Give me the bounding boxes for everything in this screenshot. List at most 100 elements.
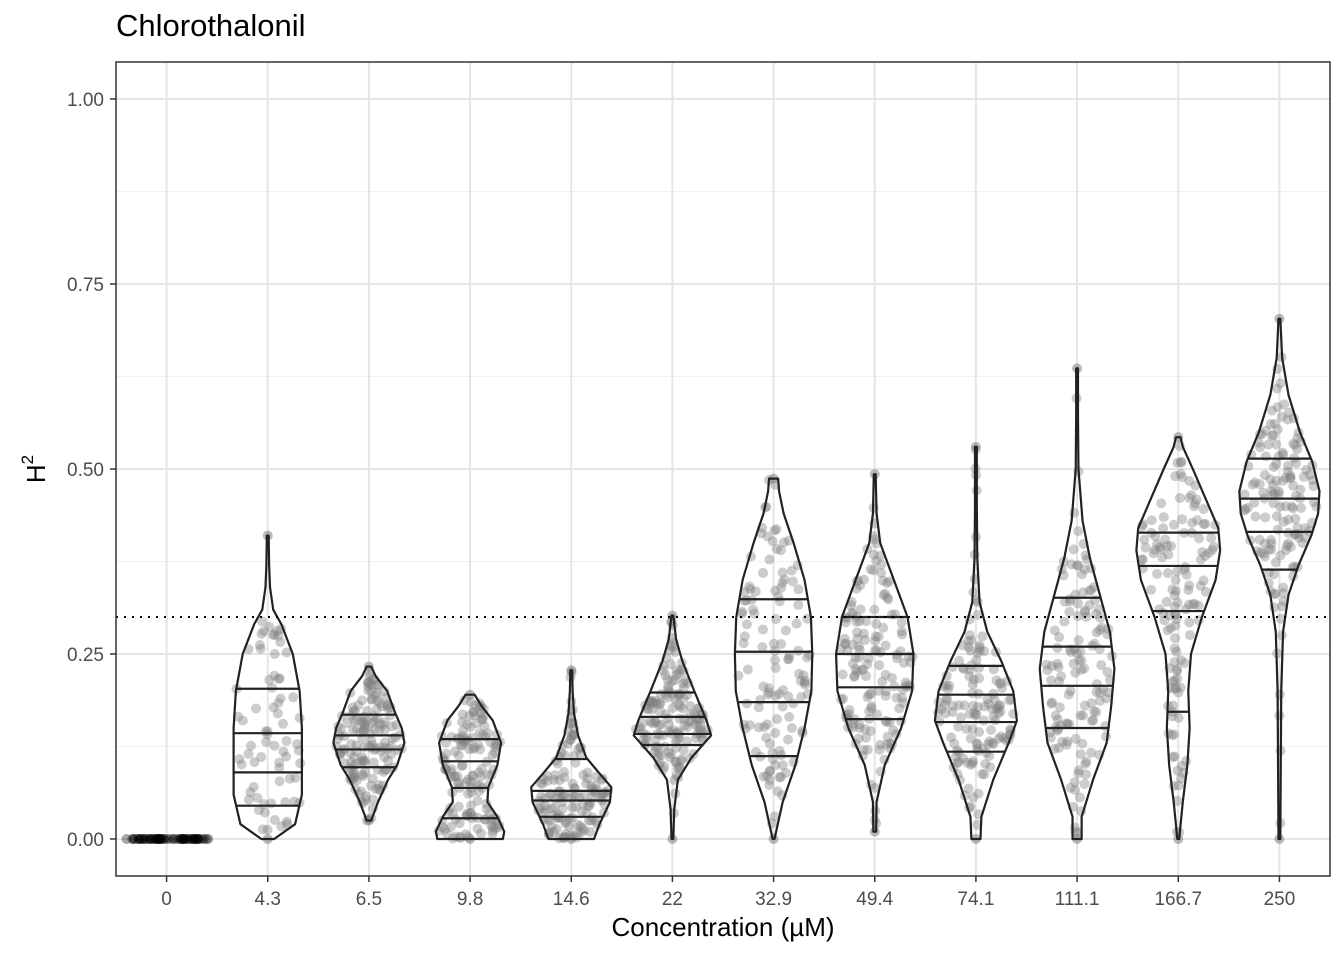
data-point	[465, 776, 476, 787]
data-point	[1255, 547, 1266, 558]
data-point	[737, 606, 748, 617]
data-point	[178, 834, 189, 844]
data-point	[449, 771, 460, 782]
data-point	[1297, 538, 1308, 549]
data-point	[972, 739, 983, 750]
data-point	[347, 724, 358, 735]
data-point	[896, 629, 907, 640]
data-point	[358, 771, 369, 782]
data-point	[490, 739, 501, 750]
data-point	[946, 732, 957, 743]
data-point	[1146, 515, 1157, 526]
data-point	[1270, 588, 1281, 599]
data-point	[1292, 444, 1303, 455]
data-point	[581, 778, 592, 789]
data-point	[852, 666, 863, 677]
data-point	[774, 688, 785, 699]
data-point	[1250, 477, 1261, 488]
data-point	[596, 789, 607, 800]
data-point	[274, 757, 285, 768]
data-point	[1102, 666, 1113, 677]
data-point	[1062, 736, 1073, 747]
data-point	[850, 652, 861, 663]
data-point	[656, 750, 667, 761]
data-point	[1194, 533, 1205, 544]
data-point	[1075, 710, 1086, 721]
data-point	[982, 739, 993, 750]
data-point	[665, 659, 676, 670]
y-axis-label-sup: 2	[18, 454, 38, 465]
data-point	[1073, 768, 1084, 779]
data-point	[462, 774, 473, 785]
data-point	[256, 752, 267, 763]
data-point	[858, 628, 869, 639]
data-point	[1300, 523, 1311, 534]
data-point	[1275, 501, 1286, 512]
data-point	[865, 564, 876, 575]
data-point	[1175, 682, 1186, 693]
data-point	[898, 698, 909, 709]
data-point	[1260, 451, 1271, 462]
data-point	[762, 531, 773, 542]
data-point	[475, 708, 486, 719]
data-point	[979, 701, 990, 712]
data-point	[896, 626, 907, 637]
data-point	[780, 625, 791, 636]
data-point	[1049, 625, 1060, 636]
data-point	[178, 834, 189, 844]
data-point	[1172, 666, 1183, 677]
data-point	[666, 748, 677, 759]
data-point	[667, 702, 678, 713]
data-point	[1065, 647, 1076, 658]
data-point	[1281, 540, 1292, 551]
data-point	[379, 717, 390, 728]
data-point	[557, 803, 568, 814]
data-point	[356, 716, 367, 727]
data-point	[190, 834, 201, 844]
data-point	[567, 802, 578, 813]
data-point	[564, 821, 575, 832]
violin-outline	[232, 534, 303, 841]
violin-outline	[933, 445, 1018, 841]
data-point	[753, 722, 764, 733]
data-point	[153, 834, 164, 844]
data-point	[967, 688, 978, 699]
data-point	[143, 834, 154, 844]
data-point	[1080, 758, 1091, 769]
data-point	[251, 703, 262, 714]
data-point	[1139, 534, 1150, 545]
data-point	[1272, 424, 1283, 435]
data-point	[487, 828, 498, 839]
data-point	[663, 719, 674, 730]
data-point	[738, 638, 749, 649]
data-point	[854, 616, 865, 627]
data-point	[259, 807, 270, 818]
data-point	[549, 774, 560, 785]
data-point	[659, 741, 670, 752]
data-point	[158, 834, 169, 844]
data-point	[1189, 598, 1200, 609]
data-point	[361, 715, 372, 726]
data-point	[559, 789, 570, 800]
data-point	[969, 707, 980, 718]
data-point	[1061, 718, 1072, 729]
data-point	[799, 677, 810, 688]
data-point	[1073, 765, 1084, 776]
data-point	[871, 709, 882, 720]
data-point	[1065, 782, 1076, 793]
data-point	[1266, 534, 1277, 545]
data-point	[984, 750, 995, 761]
data-point	[866, 701, 877, 712]
data-point	[944, 680, 955, 691]
data-point	[342, 718, 353, 729]
data-point	[777, 577, 788, 588]
data-point	[764, 774, 775, 785]
data-point	[973, 788, 984, 799]
data-point	[1203, 547, 1214, 558]
data-point	[452, 771, 463, 782]
data-point	[647, 718, 658, 729]
data-point	[1091, 687, 1102, 698]
data-point	[875, 647, 886, 658]
data-point	[977, 769, 988, 780]
